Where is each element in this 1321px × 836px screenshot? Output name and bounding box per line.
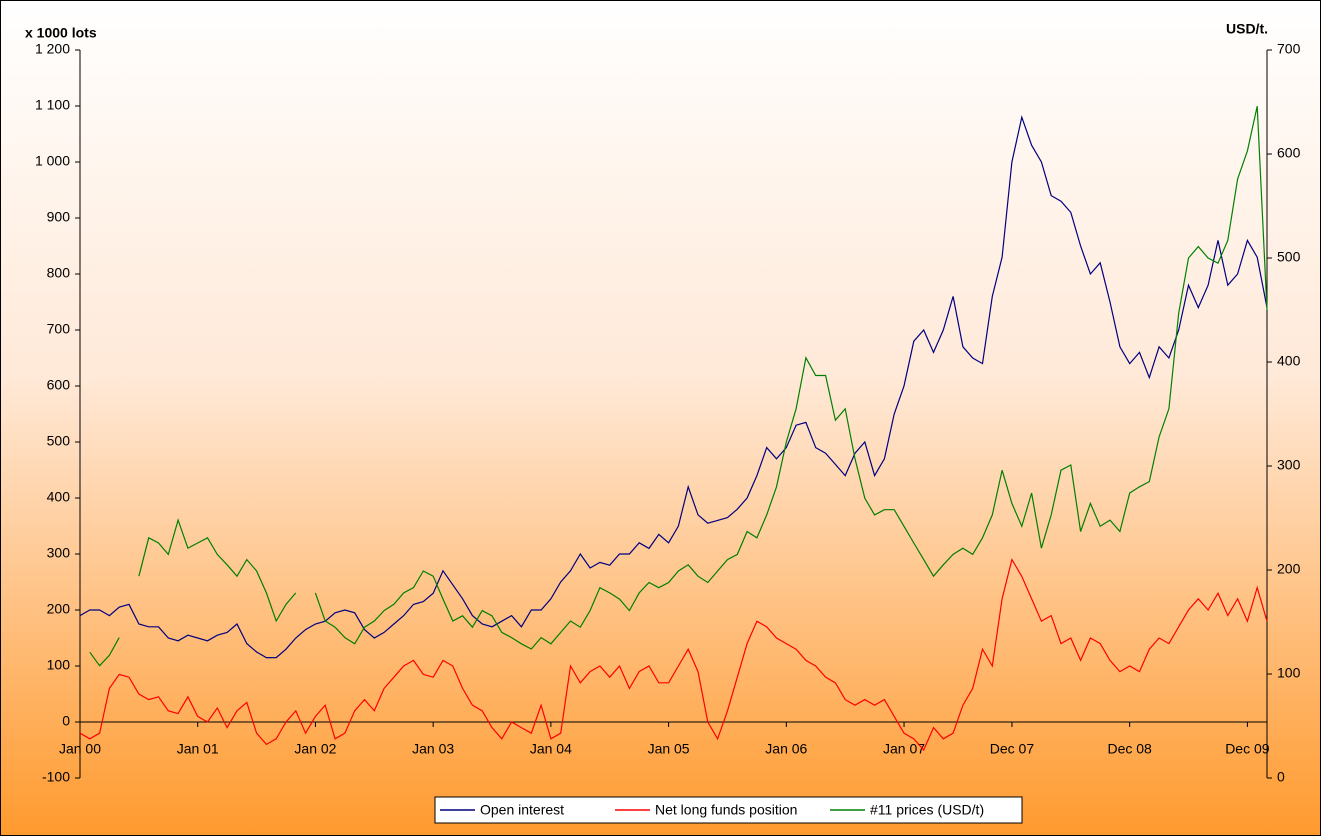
y-tick-label: 300: [47, 545, 71, 561]
y-tick-label: 200: [47, 601, 71, 617]
y-tick-label: 100: [47, 657, 71, 673]
y-axis-label: x 1000 lots: [25, 25, 97, 41]
y-tick-label: 400: [47, 489, 71, 505]
legend: [434, 796, 1023, 824]
x-tick-label: Dec 08: [1107, 741, 1152, 757]
y-tick-label: 600: [47, 377, 71, 393]
y-tick-label: 900: [47, 209, 71, 225]
x-tick-label: Jan 06: [765, 741, 807, 757]
x-tick-label: Dec 07: [990, 741, 1035, 757]
y2-axis-label: USD/t.: [1226, 21, 1268, 37]
y2-tick-label: 500: [1277, 249, 1301, 265]
series-line: [89, 106, 1268, 667]
x-tick-label: Jan 07: [883, 741, 925, 757]
y-tick-label: 800: [47, 265, 71, 281]
y2-tick-label: 0: [1277, 769, 1285, 785]
y-tick-label: 700: [47, 321, 71, 337]
y-tick-label: 0: [62, 713, 70, 729]
legend-label: #11 prices (USD/t): [870, 802, 984, 818]
y-tick-label: 1 100: [35, 97, 70, 113]
series-line: [79, 558, 1268, 752]
x-tick-label: Dec 09: [1225, 741, 1270, 757]
y-tick-label: 1 200: [35, 41, 70, 57]
x-tick-label: Jan 04: [530, 741, 572, 757]
series-line: [79, 115, 1268, 659]
x-tick-label: Jan 02: [294, 741, 336, 757]
x-tick-label: Jan 01: [177, 741, 219, 757]
y2-tick-label: 400: [1277, 353, 1301, 369]
y-tick-label: -100: [42, 769, 70, 785]
y2-tick-label: 300: [1277, 457, 1301, 473]
y2-tick-label: 600: [1277, 145, 1301, 161]
y2-tick-label: 200: [1277, 561, 1301, 577]
legend-label: Open interest: [480, 802, 564, 818]
x-tick-label: Jan 05: [648, 741, 690, 757]
x-tick-label: Jan 03: [412, 741, 454, 757]
y-tick-label: 500: [47, 433, 71, 449]
legend-label: Net long funds position: [655, 802, 797, 818]
y2-tick-label: 100: [1277, 665, 1301, 681]
y2-tick-label: 700: [1277, 41, 1301, 57]
y-tick-label: 1 000: [35, 153, 70, 169]
x-tick-label: Jan 00: [59, 741, 101, 757]
